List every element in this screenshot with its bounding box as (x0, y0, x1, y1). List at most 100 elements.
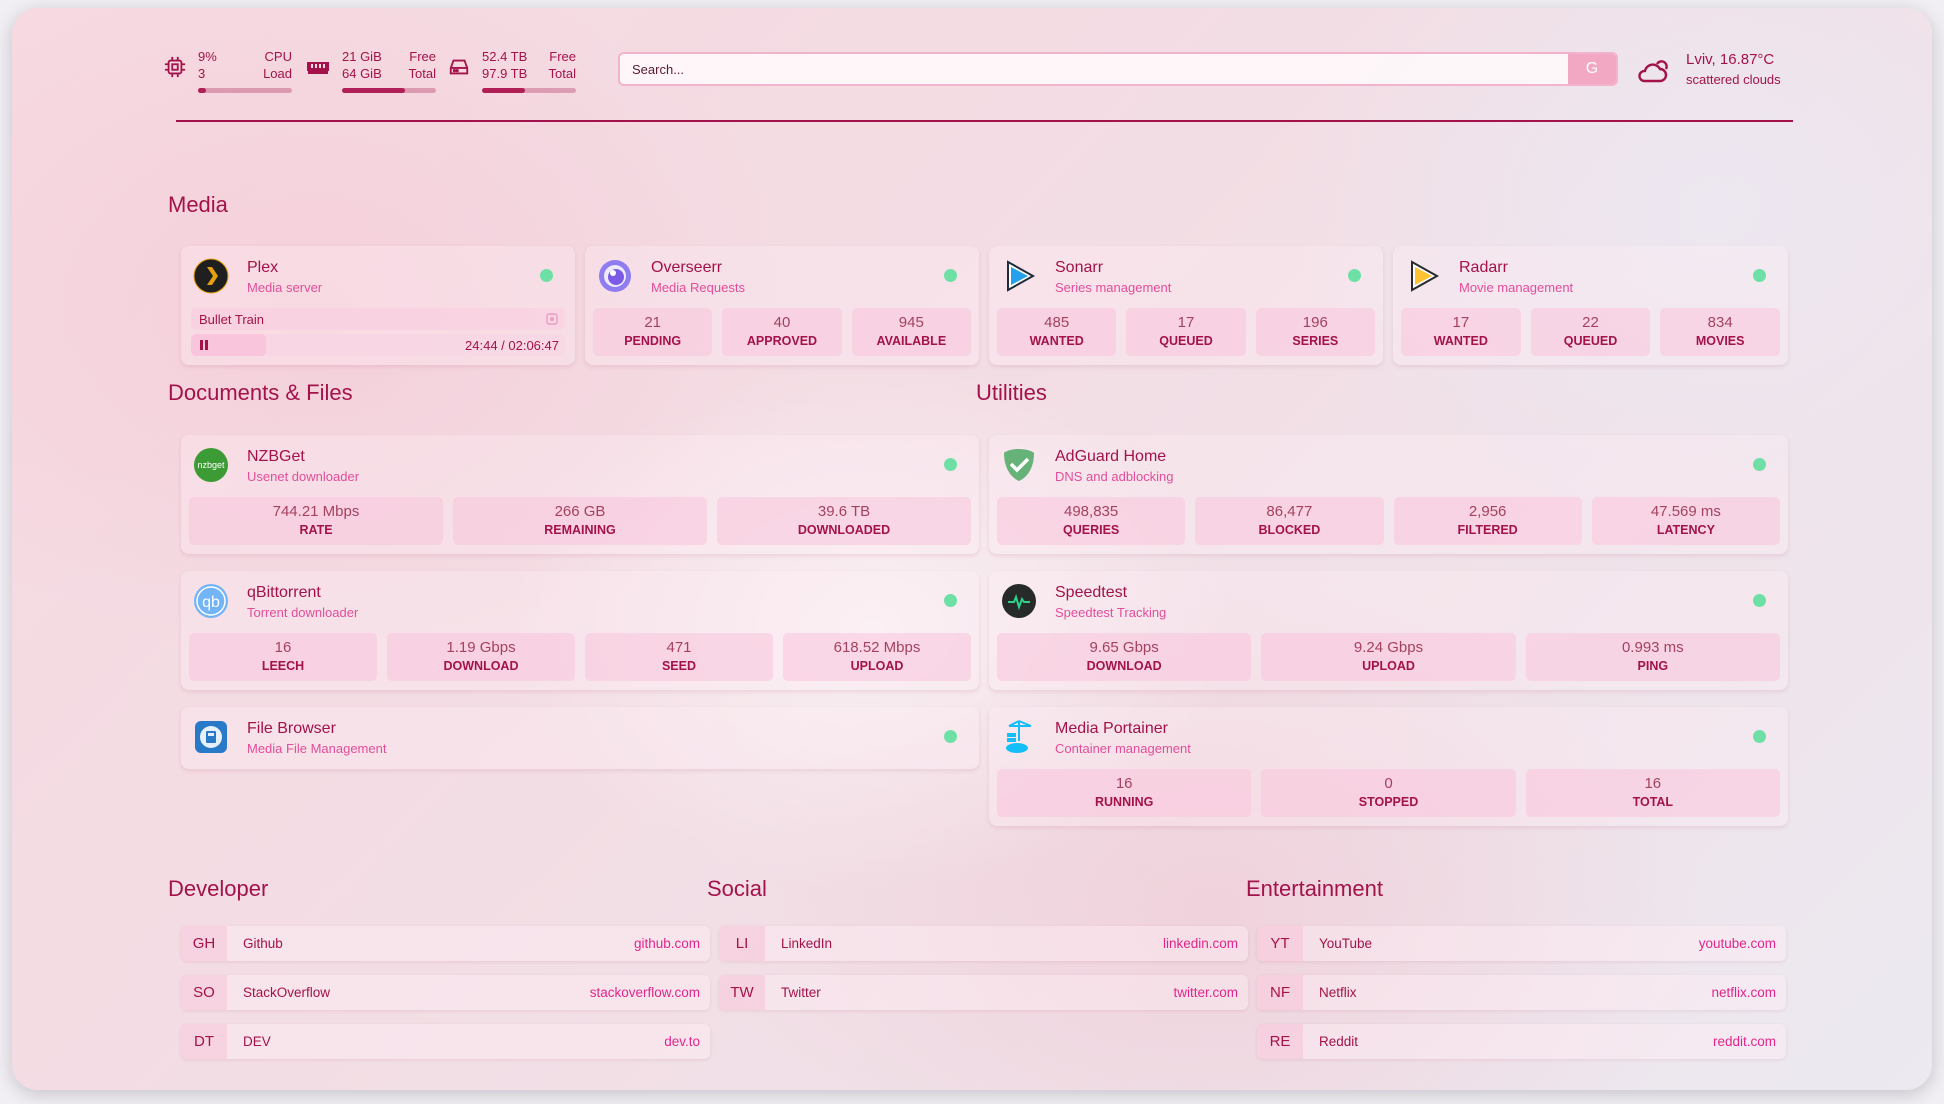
service-stats: 16 LEECH 1.19 Gbps DOWNLOAD 471 SEED 618.52 Mb… (189, 633, 971, 681)
settings-icon[interactable] (545, 312, 559, 326)
stat-block: 618.52 Mbps UPLOAD (783, 633, 971, 681)
bookmark-url[interactable]: youtube.com (1698, 936, 1776, 951)
stat-block: 0 STOPPED (1261, 769, 1516, 817)
bookmark-abbr: YT (1257, 926, 1303, 961)
search-provider-button[interactable]: G (1568, 54, 1616, 84)
bookmark-url[interactable]: github.com (633, 936, 700, 951)
bookmark-abbr: GH (181, 926, 227, 961)
stat-label: SERIES (1292, 334, 1339, 348)
service-name: AdGuard Home (1055, 448, 1167, 465)
stat-value: 22 (1582, 314, 1599, 331)
stat-label: AVAILABLE (876, 334, 947, 348)
service-card-radarr[interactable]: Radarr Movie management 17 WANTED 22 QUEUED… (1393, 246, 1788, 365)
search-input[interactable] (620, 61, 1568, 77)
service-description: DNS and adblocking (1055, 469, 1174, 484)
bookmark-entertainment[interactable]: RE Reddit reddit.com (1257, 1024, 1786, 1059)
bookmark-abbr: SO (181, 975, 227, 1010)
stat-value: 485 (1044, 314, 1070, 331)
stat-label: LATENCY (1656, 523, 1715, 537)
bookmark-url[interactable]: linkedin.com (1162, 936, 1238, 951)
disk-bar (482, 88, 576, 93)
bookmark-name: DEV (243, 1034, 271, 1049)
bookmark-social[interactable]: LI LinkedIn linkedin.com (719, 926, 1248, 961)
service-card-nzbget[interactable]: nzbget NZBGet Usenet downloader 744.21 M… (181, 435, 979, 554)
bookmark-abbr: LI (719, 926, 765, 961)
stat-value: 39.6 TB (817, 503, 871, 520)
bookmark-url[interactable]: netflix.com (1711, 985, 1776, 1000)
stat-block: 266 GB REMAINING (453, 497, 707, 545)
service-name: File Browser (247, 720, 336, 737)
speedtest-icon (1001, 583, 1037, 619)
service-description: Media Requests (651, 280, 745, 295)
status-indicator (944, 269, 957, 282)
bookmark-url[interactable]: dev.to (664, 1034, 700, 1049)
bookmark-url[interactable]: stackoverflow.com (589, 985, 700, 1000)
stat-label: FILTERED (1457, 523, 1518, 537)
stat-value: 17 (1452, 314, 1470, 331)
service-card-overseerr[interactable]: Overseerr Media Requests 21 PENDING 40 APPR… (585, 246, 979, 365)
overseerr-icon (597, 258, 633, 294)
stat-block: 17 WANTED (1401, 308, 1521, 356)
bookmark-entertainment[interactable]: YT YouTube youtube.com (1257, 926, 1786, 961)
stat-label: UPLOAD (1362, 659, 1415, 673)
stat-block: 1.19 Gbps DOWNLOAD (387, 633, 575, 681)
service-card-filebrowser[interactable]: File Browser Media File Management (181, 707, 979, 769)
stat-value: 86,477 (1266, 503, 1313, 520)
header-divider (176, 120, 1793, 122)
bookmark-name: Netflix (1319, 985, 1357, 1000)
service-description: Speedtest Tracking (1055, 605, 1167, 620)
radarr-icon (1405, 258, 1441, 294)
bookmark-abbr: DT (181, 1024, 227, 1059)
status-indicator (1753, 594, 1766, 607)
disk-value: 52.4 TB (482, 49, 528, 64)
cpu-sub: 3 (198, 66, 206, 81)
stat-block: 945 AVAILABLE (851, 308, 971, 356)
memory-label2: Total (408, 66, 436, 81)
service-card-portainer[interactable]: Media Portainer Container management 16 R… (989, 707, 1788, 826)
bookmark-name: Github (243, 936, 283, 951)
bookmark-developer[interactable]: GH Github github.com (181, 926, 710, 961)
service-card-qbittorrent[interactable]: qb qBittorrent Torrent downloader 16 LEEC… (181, 571, 979, 690)
status-indicator (944, 594, 957, 607)
stat-block: 16 TOTAL (1525, 769, 1780, 817)
svg-text:qb: qb (202, 594, 220, 611)
stat-block: 17 QUEUED (1126, 308, 1246, 356)
stat-value: 471 (666, 639, 692, 656)
service-card-sonarr[interactable]: Sonarr Series management 485 WANTED 17 QUEU… (989, 246, 1383, 365)
dashboard: 9% CPU 3 Load 21 GiB Free 64 GiB Total 52.4 TB… (12, 8, 1932, 1090)
bookmark-name: StackOverflow (243, 985, 331, 1000)
bookmark-url[interactable]: reddit.com (1712, 1034, 1776, 1049)
cpu-bar (198, 88, 292, 93)
bookmark-developer[interactable]: DT DEV dev.to (181, 1024, 710, 1059)
stat-value: 0.993 ms (1621, 639, 1684, 656)
status-indicator (1753, 458, 1766, 471)
bookmark-url[interactable]: twitter.com (1173, 985, 1238, 1000)
stat-value: 47.569 ms (1650, 503, 1721, 520)
bookmark-social[interactable]: TW Twitter twitter.com (719, 975, 1248, 1010)
memory-sub: 64 GiB (342, 66, 382, 81)
stat-label: QUEUED (1159, 334, 1213, 348)
service-name: Sonarr (1055, 259, 1104, 276)
stat-block: 40 APPROVED (722, 308, 842, 356)
stat-block: 22 QUEUED (1530, 308, 1651, 356)
stat-value: 40 (773, 314, 791, 331)
service-card-plex[interactable]: Plex Media server Bullet Train 24:44 / 0… (181, 246, 575, 365)
service-card-adguard[interactable]: AdGuard Home DNS and adblocking 498,835 Q… (989, 435, 1788, 554)
section-title-documents: Documents & Files (168, 380, 353, 405)
bookmark-developer[interactable]: SO StackOverflow stackoverflow.com (181, 975, 710, 1010)
header: 9% CPU 3 Load 21 GiB Free 64 GiB Total 52.4 TB… (164, 44, 1794, 94)
stat-label: RATE (299, 523, 333, 537)
stat-label: REMAINING (544, 523, 616, 537)
disk-label2: Total (548, 66, 576, 81)
stat-block: 2,956 FILTERED (1393, 497, 1582, 545)
bookmark-name: LinkedIn (781, 936, 833, 951)
stat-value: 21 (644, 314, 661, 331)
sonarr-icon (1001, 258, 1037, 294)
bookmark-entertainment[interactable]: NF Netflix netflix.com (1257, 975, 1786, 1010)
pause-icon[interactable] (200, 340, 208, 350)
service-card-speedtest[interactable]: Speedtest Speedtest Tracking 9.65 Gbps DO… (989, 571, 1788, 690)
service-name: Overseerr (651, 259, 723, 276)
cpu-icon (164, 56, 186, 78)
stat-block: 744.21 Mbps RATE (189, 497, 443, 545)
section-title-media: Media (168, 192, 228, 217)
